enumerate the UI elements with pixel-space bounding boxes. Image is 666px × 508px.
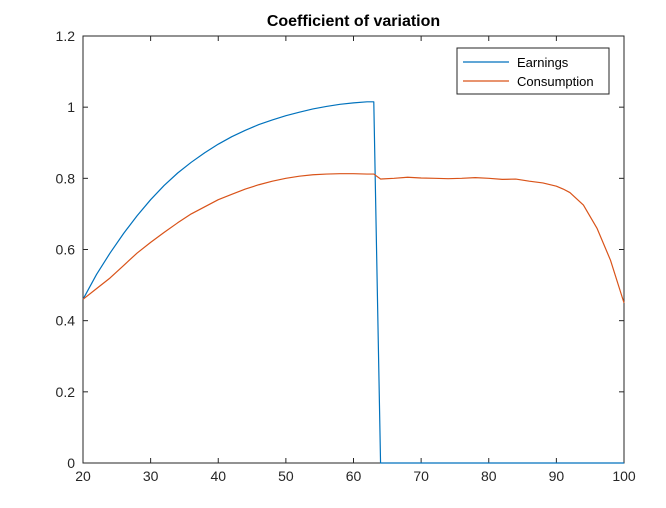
x-tick-label: 80	[481, 468, 497, 484]
legend: Earnings Consumption	[456, 47, 610, 95]
x-tick-label: 100	[612, 468, 636, 484]
legend-label-earnings: Earnings	[517, 55, 569, 70]
y-tick-label: 0	[67, 455, 75, 471]
x-tick-label: 60	[346, 468, 362, 484]
x-tick-label: 90	[549, 468, 565, 484]
x-tick-label: 30	[143, 468, 159, 484]
y-tick-label: 0.6	[56, 242, 76, 258]
axes-box	[82, 35, 625, 464]
plot-series	[82, 101, 625, 464]
legend-label-consumption: Consumption	[517, 74, 594, 89]
x-tick-label: 70	[413, 468, 429, 484]
x-tick-label: 40	[210, 468, 226, 484]
series-line-earnings	[82, 101, 624, 464]
y-tick-label: 1.2	[56, 28, 76, 44]
legend-box	[456, 47, 610, 95]
y-tick-label: 1	[67, 99, 75, 115]
axis-ticks: 20 30 40 50 60 70 80 90 100 0 0.2 0.4 0.6 0.8 1 1.2	[56, 28, 636, 484]
y-tick-label: 0.8	[56, 170, 76, 186]
y-tick-label: 0.2	[56, 384, 76, 400]
x-tick-label: 20	[75, 468, 91, 484]
chart-title: Coefficient of variation	[267, 13, 440, 30]
y-tick-label: 0.4	[56, 313, 76, 329]
x-tick-label: 50	[278, 468, 294, 484]
series-line-consumption	[82, 173, 625, 304]
